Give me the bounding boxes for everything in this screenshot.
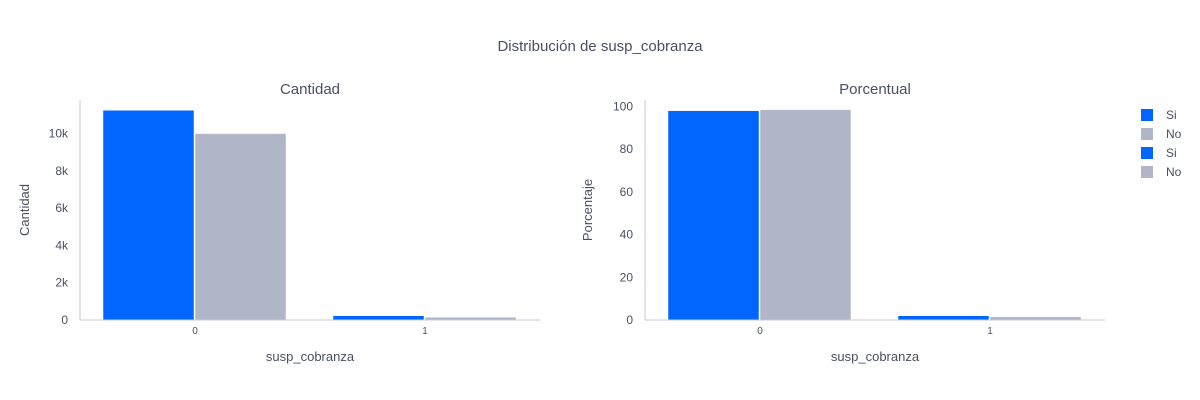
bar-no-0[interactable] [759, 109, 852, 321]
bar-si-0[interactable] [102, 110, 195, 321]
legend-swatch-si[interactable] [1141, 109, 1153, 121]
subplot-title-cantidad: Cantidad [280, 81, 340, 98]
legend-swatch-no[interactable] [1141, 128, 1153, 140]
y-ticks-porcentual: 0 20 40 60 80 100 [613, 99, 633, 327]
y-tick-label: 2k [55, 276, 69, 290]
bars-porcentual [667, 109, 1082, 321]
x-tick-label: 0 [192, 326, 198, 337]
y-ticks-cantidad: 0 2k 4k 6k 8k 10k [49, 127, 69, 327]
bars-cantidad [102, 110, 517, 321]
y-tick-label: 6k [55, 201, 69, 215]
legend-swatch-no[interactable] [1141, 166, 1153, 178]
x-tick-label: 1 [422, 326, 428, 337]
x-axis-label-cantidad: susp_cobranza [266, 349, 355, 364]
y-tick-label: 100 [613, 99, 633, 113]
legend[interactable]: Si No Si No [1141, 108, 1182, 179]
legend-swatch-si[interactable] [1141, 147, 1153, 159]
bar-si-1[interactable] [897, 315, 990, 321]
subplot-title-porcentual: Porcentual [839, 81, 911, 98]
bar-si-1[interactable] [332, 315, 425, 321]
x-tick-label: 0 [757, 326, 763, 337]
x-tick-label: 1 [987, 326, 993, 337]
y-axis-label-cantidad: Cantidad [17, 184, 32, 236]
bar-no-0[interactable] [194, 133, 287, 321]
legend-label-si[interactable]: Si [1166, 146, 1177, 160]
y-tick-label: 4k [55, 238, 69, 252]
y-tick-label: 40 [620, 228, 634, 242]
y-tick-label: 10k [49, 127, 69, 141]
y-axis-label-porcentual: Porcentaje [580, 179, 595, 241]
legend-label-no[interactable]: No [1166, 127, 1182, 141]
y-tick-label: 60 [620, 185, 634, 199]
figure-title: Distribución de susp_cobranza [497, 38, 703, 55]
legend-label-si[interactable]: Si [1166, 108, 1177, 122]
x-axis-label-porcentual: susp_cobranza [831, 349, 920, 364]
y-tick-label: 0 [626, 313, 633, 327]
legend-label-no[interactable]: No [1166, 165, 1182, 179]
bar-si-0[interactable] [667, 110, 760, 321]
y-tick-label: 8k [55, 164, 69, 178]
y-tick-label: 80 [620, 142, 634, 156]
y-tick-label: 0 [61, 313, 68, 327]
y-tick-label: 20 [620, 270, 634, 284]
